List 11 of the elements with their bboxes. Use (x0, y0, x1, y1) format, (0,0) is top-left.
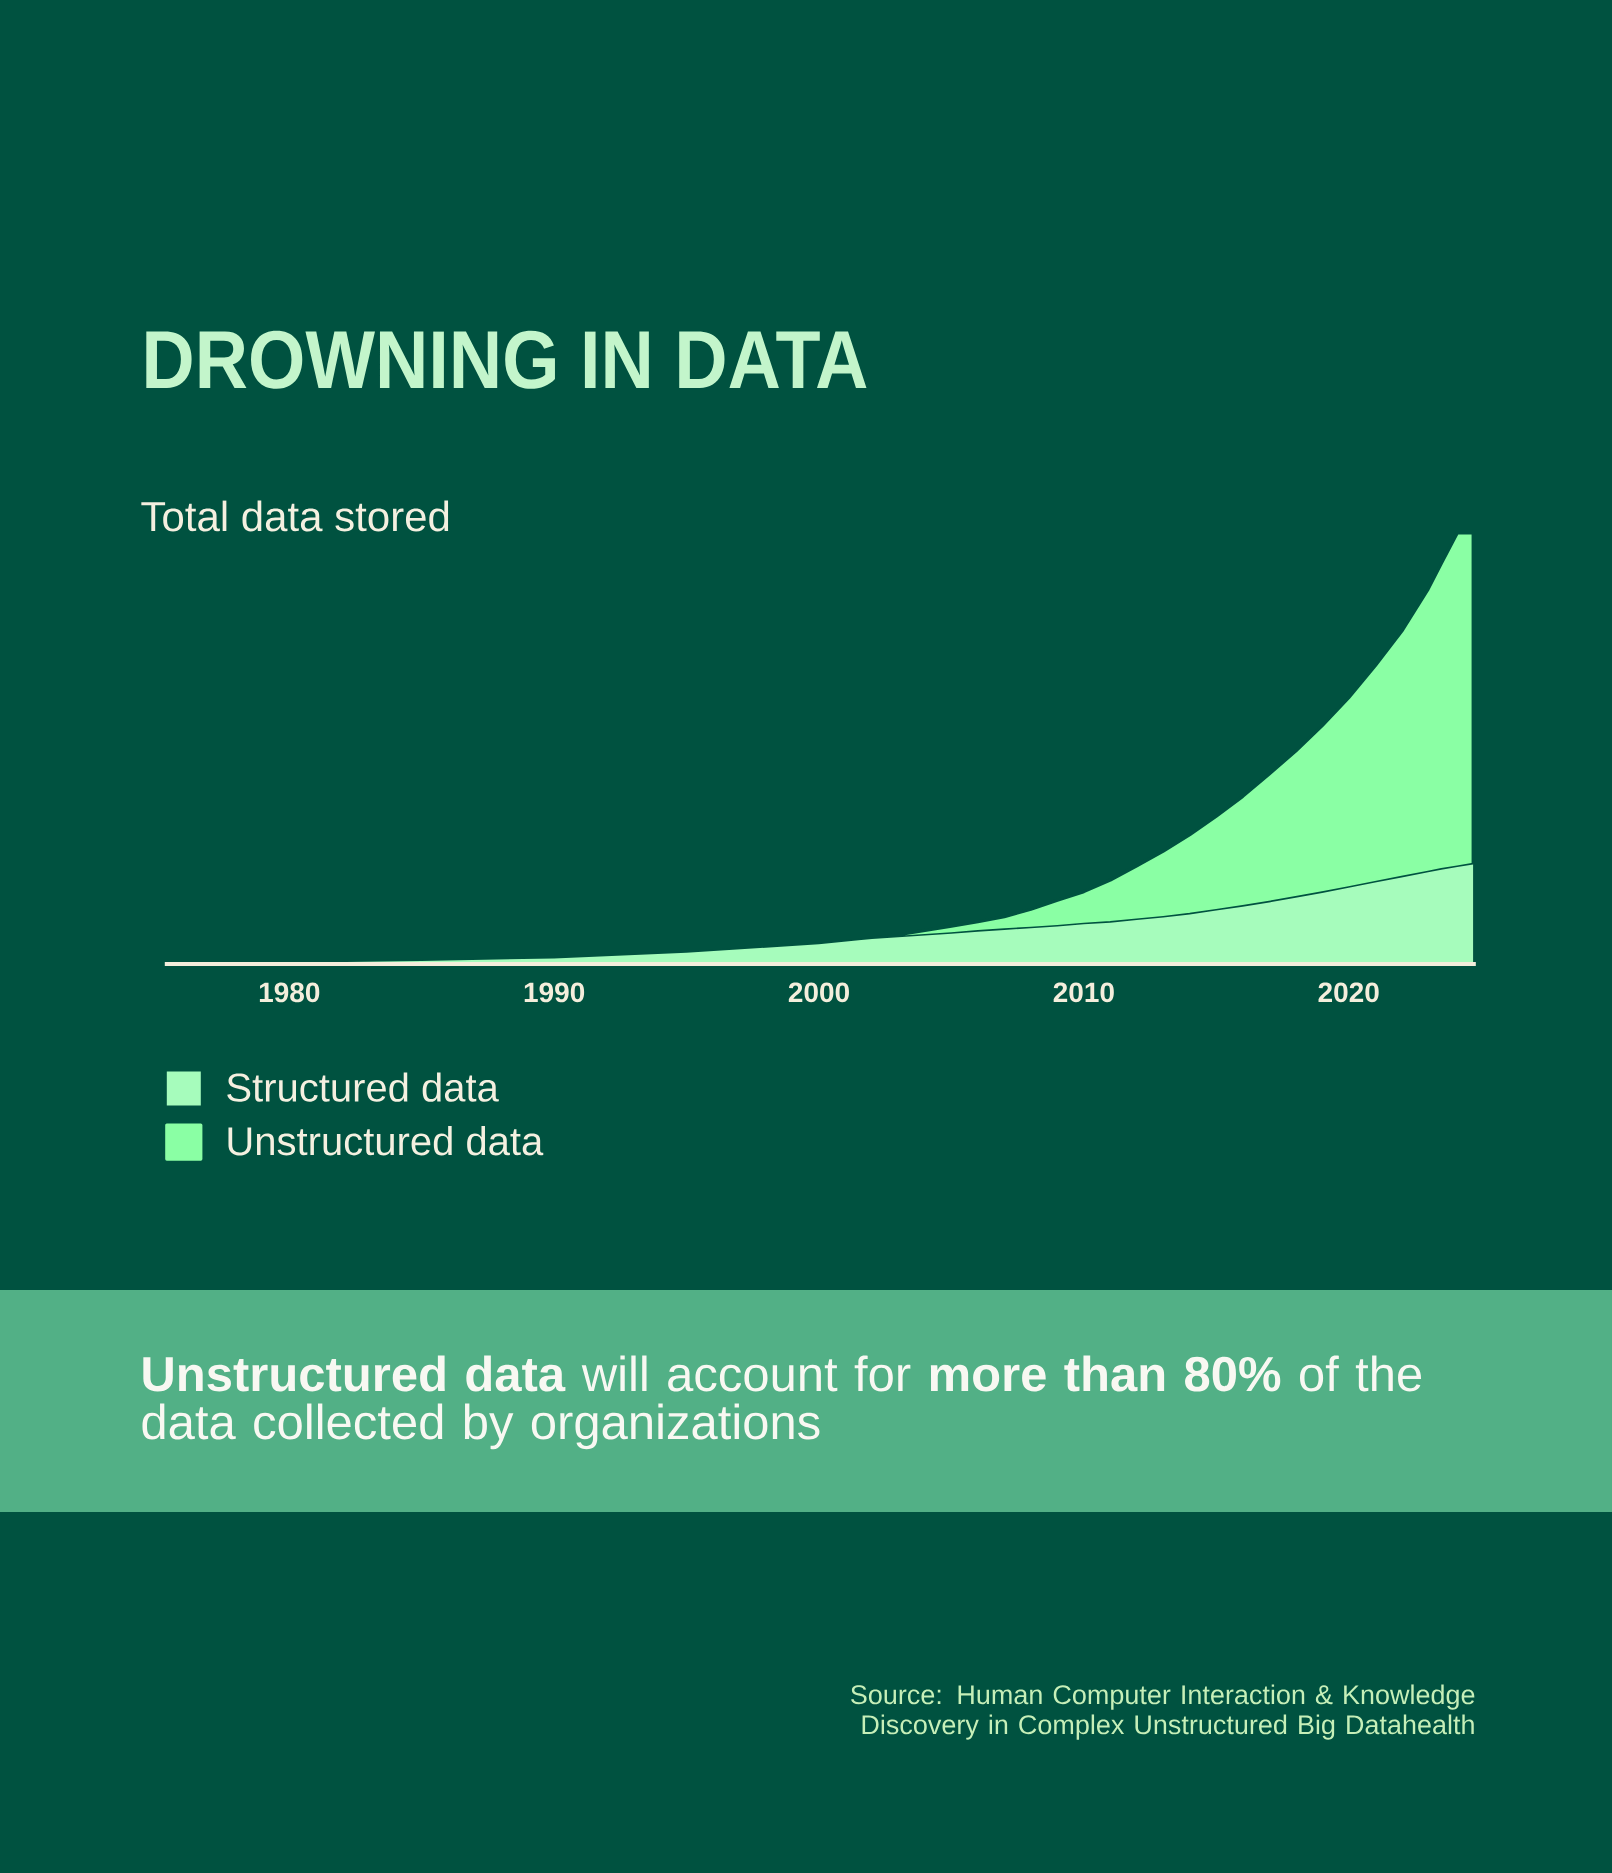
legend-label: Unstructured data (228, 1126, 544, 1156)
x-tick-label: 1980 (259, 982, 320, 1003)
x-tick-label: 1990 (524, 982, 585, 1003)
y-axis-title: Total data stored (141, 500, 449, 532)
text: Unstructured data will account for more than 80% of the data collected by organizations (142, 1355, 1422, 1450)
x-tick-label: 2010 (1053, 982, 1114, 1003)
x-tick-label: 2020 (1318, 982, 1379, 1003)
legend-label: Structured data (227, 1072, 499, 1102)
x-tick-label: 2000 (788, 982, 849, 1003)
source-note: Source: Human Computer Interaction & Knowledge Discovery in Complex Unstructured Big Datahealth (851, 1684, 1475, 1740)
chart-title: DROWNING IN DATA (146, 330, 867, 389)
